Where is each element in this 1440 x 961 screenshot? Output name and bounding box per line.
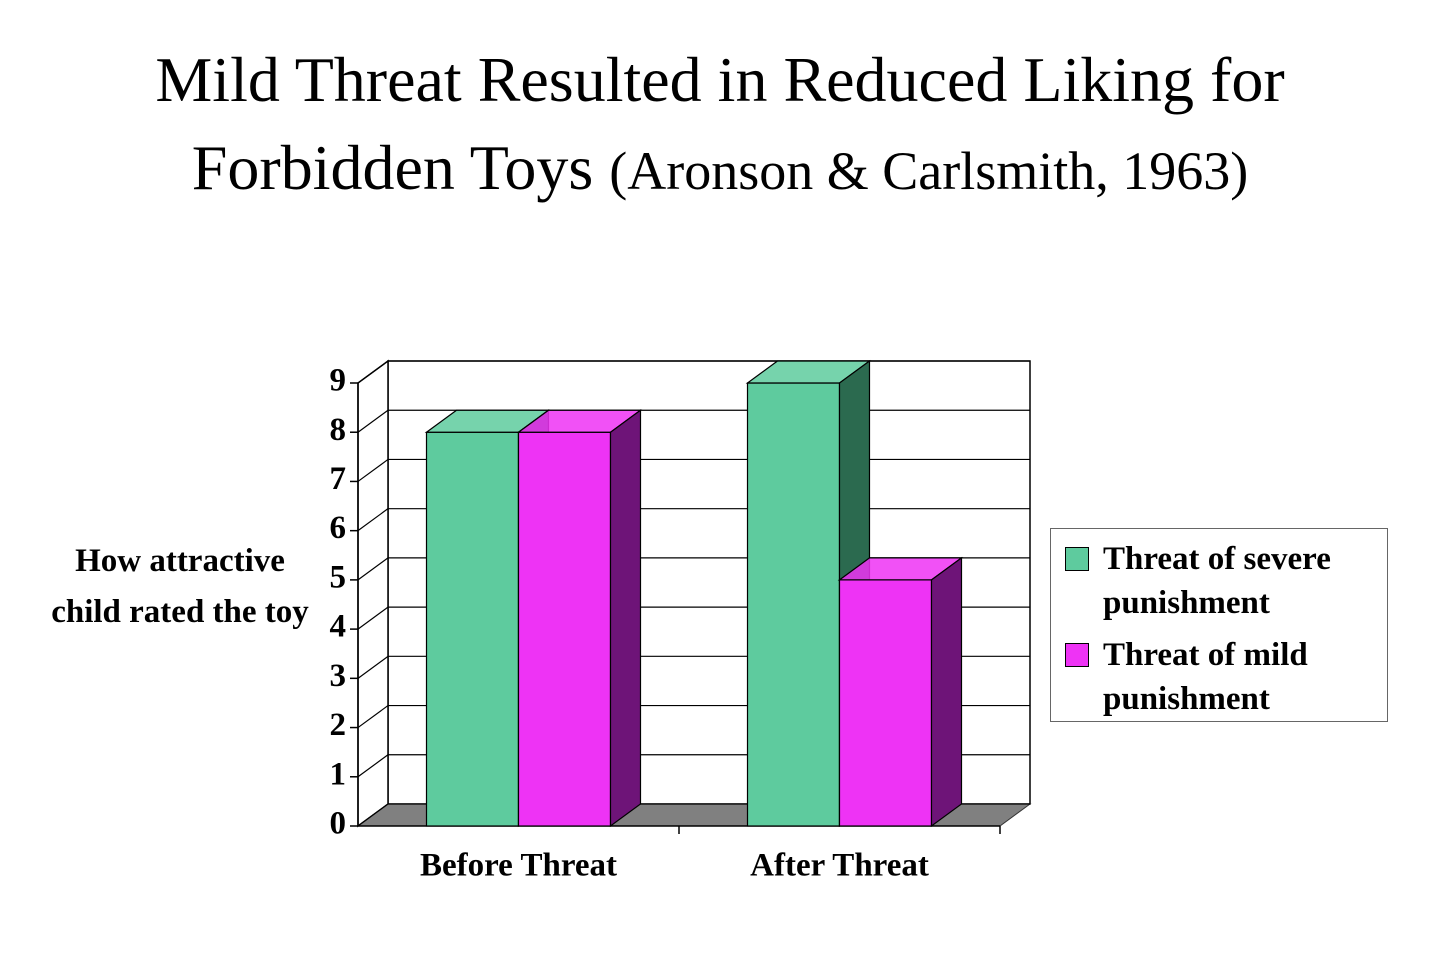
grid-line [357, 655, 389, 679]
grid-line [357, 606, 389, 630]
bar [517, 431, 612, 827]
legend-label: Threat of mild punishment [1103, 637, 1308, 717]
legend-item: Threat of severe punishment [1065, 537, 1387, 625]
grid-line [357, 754, 389, 778]
y-axis-label: How attractive child rated the toy [51, 543, 309, 630]
legend: Threat of severe punishment Threat of mil… [1050, 528, 1388, 722]
bar [746, 382, 841, 827]
grid-line [357, 508, 389, 532]
bar [838, 579, 933, 827]
y-tick-label: 2 [330, 707, 347, 743]
bar-side [930, 556, 963, 828]
bar [425, 431, 520, 827]
grid-line [357, 557, 389, 581]
side-wall [357, 359, 389, 828]
y-tick-label: 1 [330, 756, 347, 792]
y-tick-label: 6 [330, 510, 347, 546]
x-tick-label: After Threat [750, 848, 929, 884]
grid-line [357, 458, 389, 482]
y-tick-label: 0 [330, 806, 347, 842]
legend-item: Threat of mild punishment [1065, 633, 1387, 721]
x-tick-label: Before Threat [420, 848, 617, 884]
grid-line [357, 409, 389, 433]
y-tick-label: 3 [330, 658, 347, 694]
subtitle: (Aronson & Carlsmith, 1963) [609, 141, 1249, 201]
y-tick-label: 7 [330, 461, 347, 497]
chart-title: Mild Threat Resulted in Reduced Liking f… [40, 36, 1400, 215]
bar-side [609, 409, 642, 828]
y-tick-label: 8 [330, 412, 347, 448]
grid-line [357, 360, 389, 384]
legend-swatch [1065, 547, 1089, 571]
legend-label: Threat of severe punishment [1103, 541, 1331, 621]
grid-line [357, 705, 389, 729]
grid-line [357, 803, 389, 827]
y-tick-label: 9 [330, 363, 347, 399]
y-tick-label: 5 [330, 559, 347, 595]
legend-swatch [1065, 643, 1089, 667]
y-tick-label: 4 [330, 609, 347, 645]
title-text: Mild Threat Resulted in Reduced Liking f… [155, 44, 1285, 203]
